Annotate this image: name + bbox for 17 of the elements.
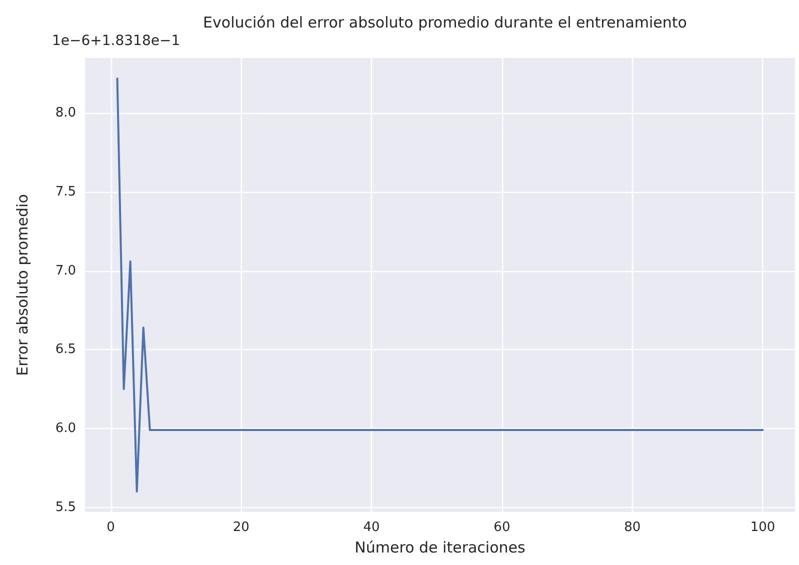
x-tick-label: 0	[106, 520, 115, 535]
chart-title: Evolución del error absoluto promedio durante el entrenamiento	[203, 14, 687, 32]
x-tick-label: 100	[750, 520, 776, 535]
y-tick-label: 7.5	[55, 184, 76, 200]
x-tick-label: 40	[363, 520, 380, 535]
y-axis-title: Error absoluto promedio	[14, 194, 32, 376]
y-tick-label: 7.0	[55, 263, 76, 278]
text: 1e−6+1.8318e−1	[52, 33, 180, 49]
x-tick-label: 60	[494, 520, 510, 535]
y-tick-label: 5.5	[55, 500, 76, 515]
x-tick-label: 80	[624, 520, 641, 535]
x-tick-label: 20	[232, 520, 250, 535]
y-tick-label: 6.5	[55, 342, 76, 358]
x-axis-title: Número de iteraciones	[354, 538, 526, 556]
y-tick-label: 8.0	[55, 106, 76, 121]
y-tick-label: 6.0	[55, 420, 76, 436]
line-series	[116, 77, 764, 493]
